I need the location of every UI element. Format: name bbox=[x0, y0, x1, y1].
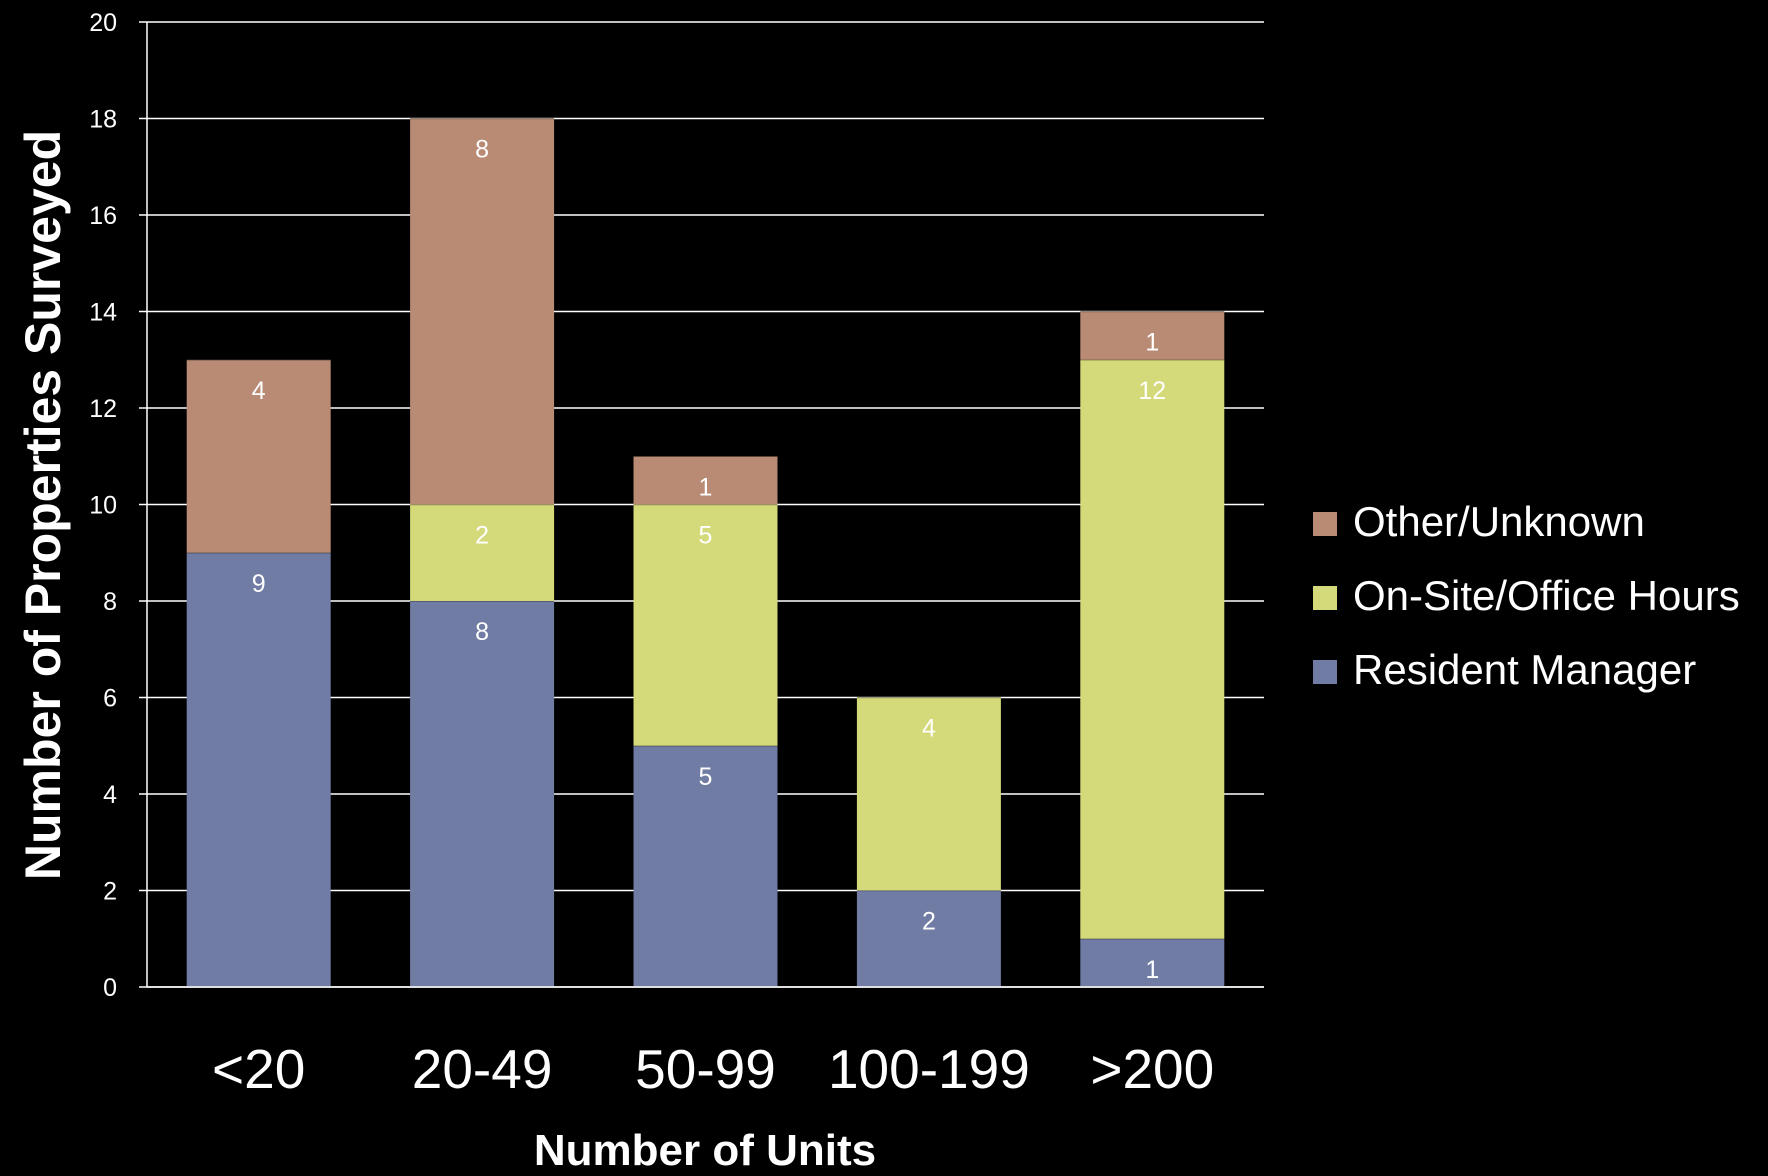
x-tick-label: <20 bbox=[212, 1038, 305, 1100]
data-label: 8 bbox=[475, 618, 489, 646]
data-label: 5 bbox=[699, 522, 713, 550]
legend-swatch bbox=[1313, 512, 1337, 536]
y-tick-label: 4 bbox=[103, 781, 117, 809]
legend-swatch bbox=[1313, 586, 1337, 610]
data-label: 2 bbox=[922, 908, 936, 936]
data-label: 2 bbox=[475, 522, 489, 550]
bars bbox=[186, 117, 1225, 987]
y-tick-label: 6 bbox=[103, 685, 117, 713]
legend-item: Other/Unknown bbox=[1313, 498, 1645, 545]
data-label: 4 bbox=[252, 377, 266, 405]
y-tick-label: 8 bbox=[103, 588, 117, 616]
bar-segment bbox=[1080, 311, 1225, 360]
bar-segment bbox=[1080, 359, 1225, 939]
legend-label: On-Site/Office Hours bbox=[1353, 572, 1740, 619]
legend-swatch bbox=[1313, 660, 1337, 684]
data-label: 9 bbox=[252, 570, 266, 598]
x-tick-label: 50-99 bbox=[635, 1038, 776, 1100]
bar-segment bbox=[856, 890, 1001, 987]
data-label: 1 bbox=[1145, 329, 1159, 357]
data-label: 1 bbox=[699, 473, 713, 501]
y-tick-label: 16 bbox=[89, 202, 117, 230]
data-label: 12 bbox=[1138, 377, 1166, 405]
y-axis-title: Number of Properties Surveyed bbox=[15, 130, 71, 880]
bar-segment bbox=[633, 504, 778, 746]
y-tick-label: 14 bbox=[89, 299, 117, 327]
x-tick-label: >200 bbox=[1090, 1038, 1214, 1100]
legend-label: Other/Unknown bbox=[1353, 498, 1645, 545]
data-label: 5 bbox=[699, 763, 713, 791]
legend-label: Resident Manager bbox=[1353, 646, 1696, 693]
bar-segment bbox=[186, 359, 331, 553]
x-tick-label: 100-199 bbox=[828, 1038, 1030, 1100]
legend-item: On-Site/Office Hours bbox=[1313, 572, 1740, 619]
data-label: 1 bbox=[1145, 956, 1159, 984]
x-axis-title: Number of Units bbox=[534, 1126, 876, 1171]
x-tick-label: 20-49 bbox=[412, 1038, 553, 1100]
y-tick-label: 20 bbox=[89, 9, 117, 37]
bar-segment bbox=[410, 601, 555, 987]
bar-segment bbox=[410, 118, 555, 505]
y-tick-label: 10 bbox=[89, 492, 117, 520]
y-tick-label: 2 bbox=[103, 878, 117, 906]
data-label: 8 bbox=[475, 136, 489, 164]
bar-segment bbox=[633, 456, 778, 505]
bar-segment bbox=[1080, 938, 1225, 987]
bar-segment bbox=[856, 697, 1001, 891]
y-tick-label: 12 bbox=[89, 395, 117, 423]
bar-segment bbox=[633, 745, 778, 987]
bar-segment bbox=[410, 504, 555, 601]
y-tick-label: 0 bbox=[103, 974, 117, 1002]
legend: Other/Unknown On-Site/Office Hours Residen… bbox=[1313, 498, 1740, 693]
bar-segment bbox=[186, 552, 331, 987]
data-label: 4 bbox=[922, 715, 936, 743]
legend-item: Resident Manager bbox=[1313, 646, 1696, 693]
y-tick-label: 18 bbox=[89, 106, 117, 134]
